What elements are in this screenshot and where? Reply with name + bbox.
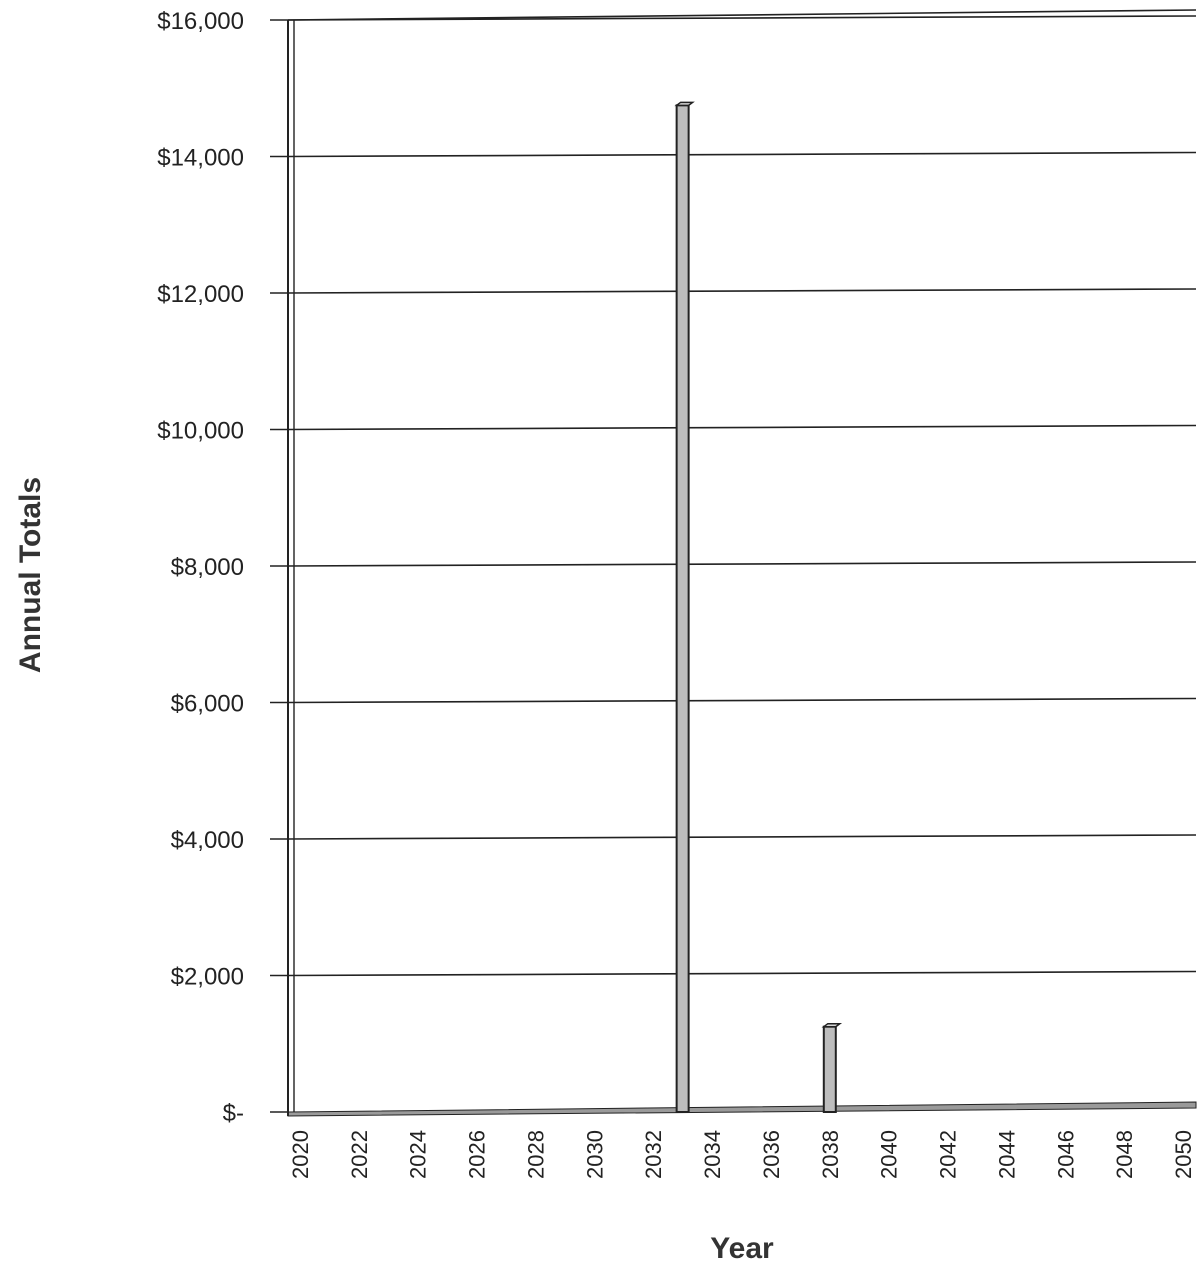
x-tick-label: 2030 bbox=[582, 1130, 607, 1179]
x-tick-label: 2044 bbox=[994, 1130, 1019, 1179]
gridline bbox=[287, 288, 1197, 294]
chart-floor bbox=[287, 1101, 1197, 1117]
y-tick-labels: $- $2,000 $4,000 $6,000 $8,000 $10,000 $12,000… bbox=[157, 8, 244, 1127]
y-tick-label: $6,000 bbox=[171, 691, 244, 718]
x-tick-label: 2034 bbox=[700, 1130, 725, 1179]
x-tick-label: 2020 bbox=[288, 1130, 313, 1179]
y-tick-label: $16,000 bbox=[157, 8, 244, 35]
y-axis-title: Annual Totals bbox=[14, 477, 47, 673]
y-tick-label: $10,000 bbox=[157, 418, 244, 445]
x-tick-label: 2026 bbox=[465, 1130, 490, 1179]
x-tick-label: 2042 bbox=[936, 1130, 961, 1179]
y-tick-label: $2,000 bbox=[171, 964, 244, 991]
gridline bbox=[287, 561, 1197, 567]
bar bbox=[821, 1022, 843, 1113]
x-tick-label: 2046 bbox=[1053, 1130, 1078, 1179]
x-axis-title: Year bbox=[710, 1232, 774, 1265]
gridlines bbox=[287, 15, 1197, 977]
x-tick-label: 2050 bbox=[1171, 1130, 1196, 1179]
x-tick-label: 2040 bbox=[877, 1130, 902, 1179]
gridline bbox=[287, 424, 1197, 431]
x-tick-label: 2022 bbox=[347, 1130, 372, 1179]
gridline bbox=[287, 970, 1197, 977]
y-tick-label: $4,000 bbox=[171, 827, 244, 854]
bars bbox=[674, 101, 843, 1113]
x-tick-label: 2048 bbox=[1112, 1130, 1137, 1179]
y-tick-label: $12,000 bbox=[157, 281, 244, 308]
plot-top-border bbox=[287, 9, 1197, 21]
gridline bbox=[287, 15, 1197, 21]
y-tick-label: $14,000 bbox=[157, 145, 244, 172]
y-tick-label: $- bbox=[223, 1100, 244, 1127]
gridline bbox=[287, 834, 1197, 840]
y-tick-label: $8,000 bbox=[171, 554, 244, 581]
gridline bbox=[287, 697, 1197, 704]
gridline bbox=[287, 151, 1197, 158]
x-tick-label: 2038 bbox=[818, 1130, 843, 1179]
x-tick-label: 2036 bbox=[759, 1130, 784, 1179]
bar bbox=[674, 101, 695, 1113]
x-tick-labels: 2020 2022 2024 2026 2028 2030 2032 2034 2036 2038… bbox=[288, 1130, 1196, 1179]
floor-band bbox=[287, 1101, 1197, 1117]
x-tick-label: 2024 bbox=[406, 1130, 431, 1179]
x-tick-label: 2032 bbox=[641, 1130, 666, 1179]
x-tick-label: 2028 bbox=[523, 1130, 548, 1179]
axes bbox=[270, 9, 1197, 1116]
